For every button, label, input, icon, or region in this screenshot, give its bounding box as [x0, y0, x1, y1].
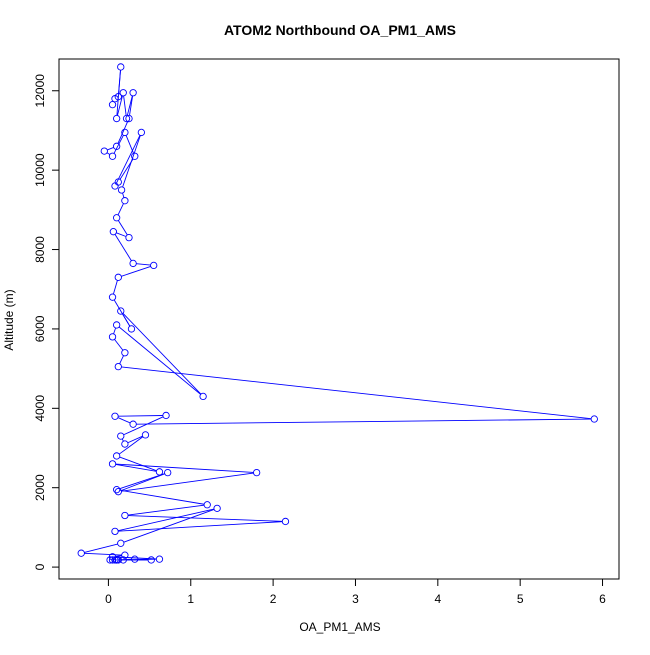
x-tick-label-3: 3 [352, 592, 359, 606]
y-axis-label: Altitude (m) [2, 289, 16, 350]
x-axis-label: OA_PM1_AMS [299, 620, 380, 634]
y-tick-label-1: 2000 [33, 474, 47, 501]
x-tick-label-5: 5 [517, 592, 524, 606]
y-tick-label-4: 8000 [33, 236, 47, 263]
y-tick-label-0: 0 [33, 563, 47, 570]
y-tick-label-2: 4000 [33, 395, 47, 422]
y-tick-label-5: 10000 [33, 153, 47, 187]
x-tick-label-1: 1 [187, 592, 194, 606]
chart-title: ATOM2 Northbound OA_PM1_AMS [224, 22, 456, 38]
x-tick-label-0: 0 [105, 592, 112, 606]
y-tick-label-6: 12000 [33, 74, 47, 108]
y-tick-label-3: 6000 [33, 315, 47, 342]
x-tick-label-6: 6 [599, 592, 606, 606]
x-tick-label-4: 4 [434, 592, 441, 606]
x-tick-label-2: 2 [270, 592, 277, 606]
